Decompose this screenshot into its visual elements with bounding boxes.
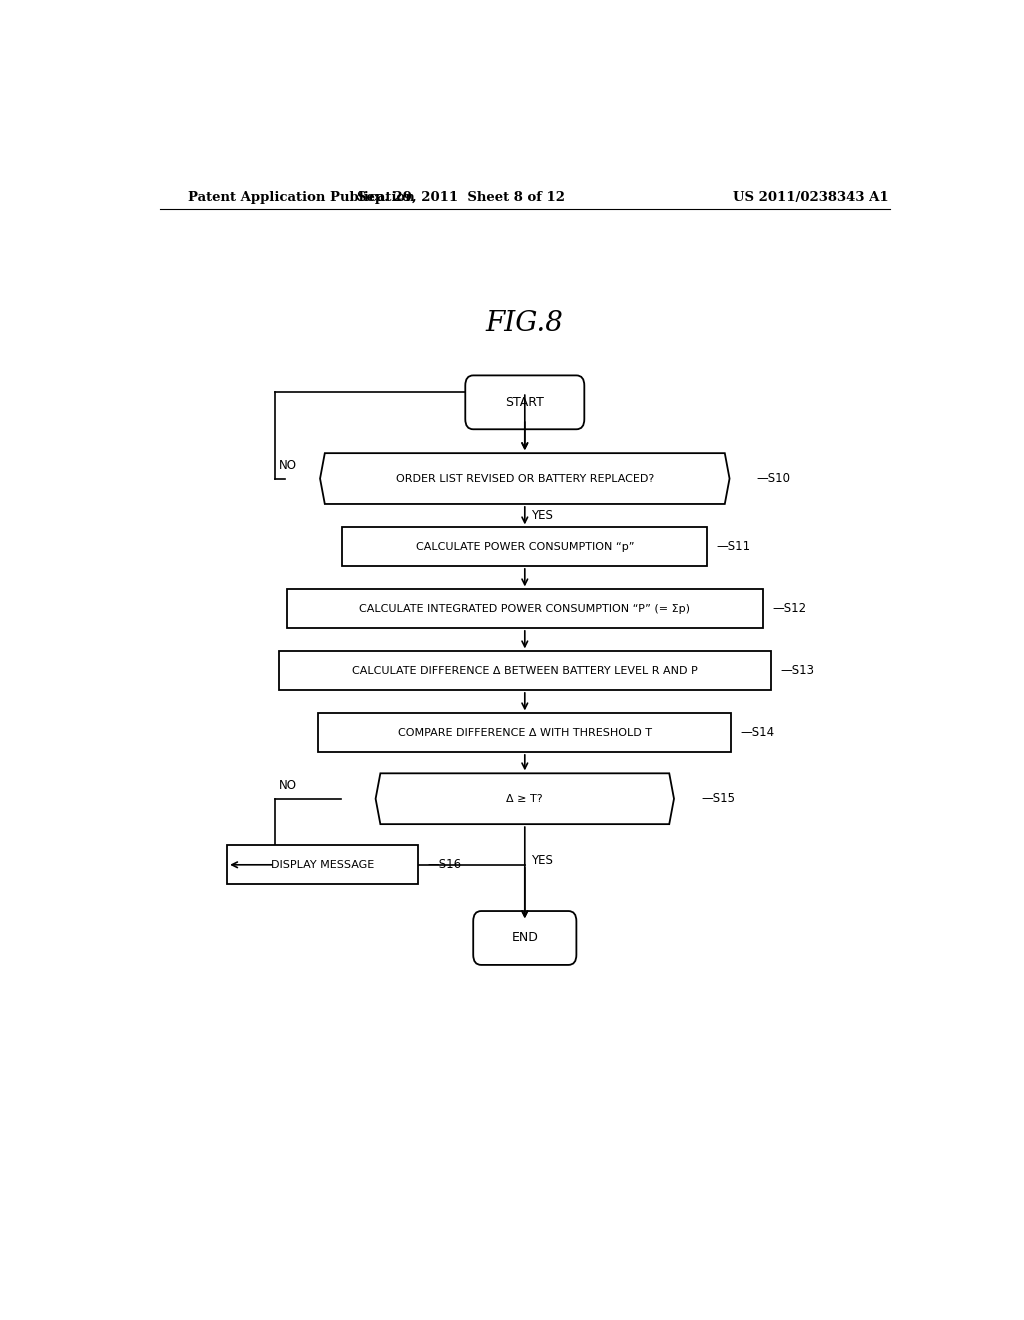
Text: CALCULATE POWER CONSUMPTION “p”: CALCULATE POWER CONSUMPTION “p” xyxy=(416,541,634,552)
Text: —S14: —S14 xyxy=(740,726,775,739)
FancyBboxPatch shape xyxy=(473,911,577,965)
Polygon shape xyxy=(376,774,674,824)
Text: Patent Application Publication: Patent Application Publication xyxy=(187,190,415,203)
Text: YES: YES xyxy=(531,854,553,867)
Text: NO: NO xyxy=(279,779,297,792)
Text: —S10: —S10 xyxy=(757,473,791,484)
Text: YES: YES xyxy=(531,510,553,523)
FancyBboxPatch shape xyxy=(465,375,585,429)
Text: CALCULATE INTEGRATED POWER CONSUMPTION “P” (= Σp): CALCULATE INTEGRATED POWER CONSUMPTION “… xyxy=(359,603,690,614)
Bar xyxy=(227,846,418,884)
Text: US 2011/0238343 A1: US 2011/0238343 A1 xyxy=(733,190,888,203)
Text: DISPLAY MESSAGE: DISPLAY MESSAGE xyxy=(270,859,374,870)
Bar xyxy=(279,651,771,690)
Text: —S11: —S11 xyxy=(717,540,751,553)
Bar xyxy=(342,528,708,566)
Text: —S12: —S12 xyxy=(772,602,807,615)
Text: FIG.8: FIG.8 xyxy=(485,310,564,337)
Text: COMPARE DIFFERENCE Δ WITH THRESHOLD T: COMPARE DIFFERENCE Δ WITH THRESHOLD T xyxy=(397,727,652,738)
Text: —S15: —S15 xyxy=(701,792,735,805)
Text: NO: NO xyxy=(279,459,297,471)
Bar xyxy=(318,713,731,752)
Bar xyxy=(287,589,763,628)
Polygon shape xyxy=(321,453,729,504)
Text: Sep. 29, 2011  Sheet 8 of 12: Sep. 29, 2011 Sheet 8 of 12 xyxy=(357,190,565,203)
Text: END: END xyxy=(511,932,539,945)
Text: —S13: —S13 xyxy=(780,664,814,677)
Text: ORDER LIST REVISED OR BATTERY REPLACED?: ORDER LIST REVISED OR BATTERY REPLACED? xyxy=(395,474,654,483)
Text: —S16: —S16 xyxy=(427,858,462,871)
Text: START: START xyxy=(506,396,544,409)
Text: Δ ≥ T?: Δ ≥ T? xyxy=(507,793,543,804)
Text: CALCULATE DIFFERENCE Δ BETWEEN BATTERY LEVEL R AND P: CALCULATE DIFFERENCE Δ BETWEEN BATTERY L… xyxy=(352,665,697,676)
